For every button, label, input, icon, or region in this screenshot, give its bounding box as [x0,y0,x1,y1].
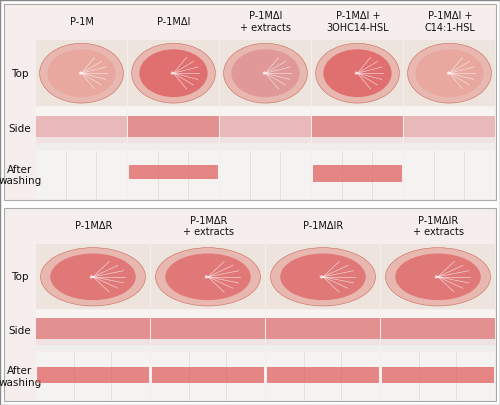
Text: P-1MΔR: P-1MΔR [75,222,112,231]
Bar [381,352,495,400]
Bar [4,4,496,200]
Bar [381,310,495,318]
Bar [381,310,495,352]
Bar [36,310,150,318]
Bar [266,318,380,339]
Ellipse shape [48,49,116,97]
Bar [312,137,403,143]
Bar [404,40,495,107]
Bar [313,165,402,182]
Bar [36,137,127,143]
Bar [220,137,311,143]
Ellipse shape [324,49,392,97]
Ellipse shape [270,248,376,306]
Ellipse shape [232,49,300,97]
Bar [220,151,311,199]
Bar [404,116,495,137]
Bar [266,352,380,400]
Bar [128,107,219,150]
Bar [312,151,403,199]
Bar [404,107,495,150]
Ellipse shape [50,254,136,300]
Bar [128,137,219,143]
Bar [128,107,219,116]
Text: P-1MΔI +
C14:1-HSL: P-1MΔI + C14:1-HSL [424,11,476,33]
Ellipse shape [416,49,484,97]
Bar [36,116,127,137]
Bar [128,40,219,107]
Bar [220,40,311,107]
Bar [220,116,311,137]
Ellipse shape [40,43,123,103]
Bar [382,367,494,384]
Bar [404,107,495,116]
Bar [4,209,496,401]
Bar [267,367,379,384]
Bar [36,310,150,352]
Bar [312,107,403,116]
Ellipse shape [140,49,207,97]
Text: P-1MΔI
+ extracts: P-1MΔI + extracts [240,11,292,33]
Ellipse shape [224,43,308,103]
Bar [37,367,149,384]
Bar [128,116,219,137]
Text: After
washing: After washing [0,366,42,388]
Ellipse shape [280,254,366,300]
Bar [312,40,403,107]
Bar [404,151,495,199]
Ellipse shape [132,43,216,103]
Bar [404,137,495,143]
Bar [266,245,380,309]
Bar [381,339,495,345]
Text: Side: Side [8,326,32,336]
Bar [151,352,265,400]
Bar [266,310,380,318]
Bar [266,339,380,345]
Ellipse shape [165,254,251,300]
Text: P-1M: P-1M [70,17,94,27]
Text: P-1MΔIR: P-1MΔIR [304,222,344,231]
Bar [151,318,265,339]
Bar [151,310,265,352]
Text: Side: Side [8,124,32,134]
Bar [151,310,265,318]
Bar [151,245,265,309]
Ellipse shape [395,254,481,300]
Text: Top: Top [11,272,29,282]
Bar [129,165,218,179]
Ellipse shape [386,248,490,306]
Text: Top: Top [11,69,29,79]
Bar [152,367,264,384]
Text: P-1MΔI +
3OHC14-HSL: P-1MΔI + 3OHC14-HSL [326,11,390,33]
Bar [312,116,403,137]
Bar [36,245,150,309]
Bar [381,245,495,309]
Bar [381,318,495,339]
Bar [128,151,219,199]
Bar [36,151,127,199]
Bar [36,40,127,107]
Bar [312,107,403,150]
Bar [220,107,311,150]
Ellipse shape [408,43,492,103]
Ellipse shape [156,248,260,306]
Bar [36,107,127,116]
Bar [220,107,311,116]
Text: P-1MΔIR
+ extracts: P-1MΔIR + extracts [413,215,464,237]
Ellipse shape [40,248,146,306]
Bar [36,339,150,345]
Ellipse shape [316,43,400,103]
Bar [151,339,265,345]
Bar [36,318,150,339]
Bar [36,352,150,400]
Bar [266,310,380,352]
Text: P-1MΔR
+ extracts: P-1MΔR + extracts [183,215,234,237]
Text: P-1MΔI: P-1MΔI [158,17,190,27]
Bar [36,107,127,150]
Text: After
washing: After washing [0,165,42,186]
